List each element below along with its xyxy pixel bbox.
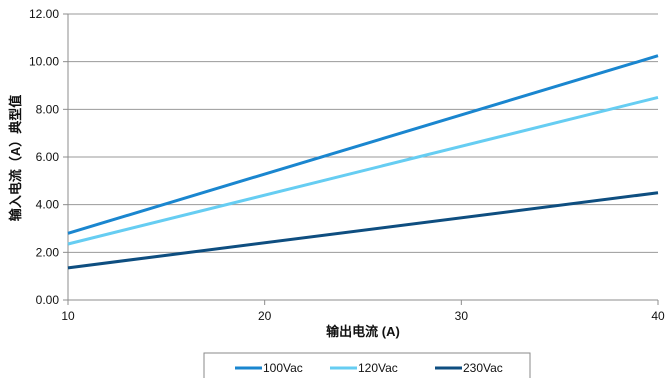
series-lines	[67, 54, 659, 270]
axes	[67, 14, 658, 301]
y-tick-label: 12.00	[29, 7, 59, 21]
x-tick-label: 10	[61, 309, 75, 323]
y-tick-label: 8.00	[36, 102, 60, 116]
legend-label-120Vac: 120Vac	[358, 361, 398, 375]
x-tick-label: 40	[651, 309, 665, 323]
y-tick-labels: 0.00 2.00 4.00 6.00 8.00 10.00 12.00	[29, 7, 59, 307]
y-tick-label: 2.00	[36, 245, 60, 259]
x-axis-title: 输出电流 (A)	[326, 324, 400, 339]
legend-label-230Vac: 230Vac	[463, 361, 503, 375]
y-axis-title: 输入电流（A）典型值	[8, 95, 23, 221]
y-tick-label: 10.00	[29, 55, 59, 69]
series-line-230Vac	[67, 191, 659, 270]
grid-lines	[63, 13, 659, 305]
series-line-100Vac	[67, 54, 659, 235]
y-tick-label: 0.00	[36, 293, 60, 307]
series-line-120Vac	[67, 95, 659, 246]
x-tick-labels: 10 20 30 40	[61, 309, 665, 323]
legend: 100Vac 120Vac 230Vac	[203, 352, 531, 378]
x-tick-label: 30	[455, 309, 469, 323]
x-tick-label: 20	[258, 309, 272, 323]
legend-box	[203, 352, 531, 378]
legend-items: 100Vac 120Vac 230Vac	[235, 361, 503, 375]
y-tick-label: 4.00	[36, 198, 60, 212]
y-tick-label: 6.00	[36, 150, 60, 164]
legend-label-100Vac: 100Vac	[263, 361, 303, 375]
